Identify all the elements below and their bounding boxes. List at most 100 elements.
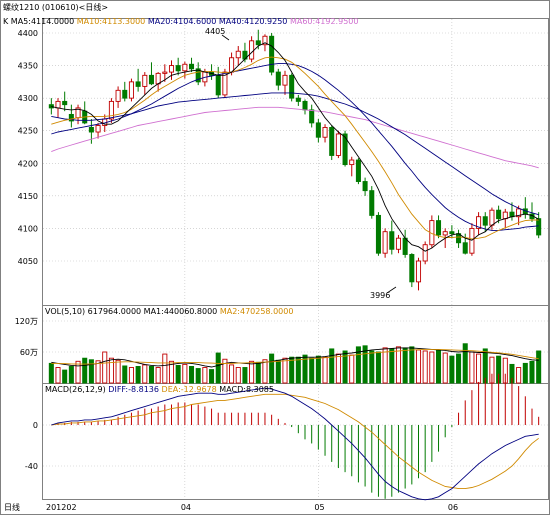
candle-body [415, 260, 422, 283]
candle-body [162, 71, 168, 74]
volume-bar [369, 350, 375, 384]
volume-bar [536, 350, 542, 384]
price-tick-label: 4200 [18, 159, 38, 168]
volume-bar [315, 355, 321, 384]
candle-body [62, 100, 68, 106]
candle-body [342, 133, 348, 166]
volume-bar [68, 366, 74, 384]
candle-body [489, 209, 495, 226]
candle-body [536, 218, 542, 236]
candle-body [229, 57, 235, 73]
volume-bar [516, 367, 522, 384]
volume-bar [102, 351, 108, 384]
candle-body [68, 113, 74, 122]
volume-bar [189, 366, 195, 384]
candle-body [295, 97, 301, 102]
volume-bar [322, 356, 328, 384]
volume-bar [382, 347, 388, 384]
candles [48, 29, 542, 291]
volume-bar [355, 346, 361, 384]
volume-bar [75, 360, 81, 384]
volume-bar [329, 348, 335, 384]
candle-body [476, 216, 482, 229]
volume-bar [269, 353, 275, 384]
volume-bar [409, 346, 415, 384]
candle-body [329, 127, 335, 156]
candle-body [189, 63, 195, 70]
macd-tick-label: 0 [33, 421, 38, 430]
price-tick-label: 4100 [18, 224, 38, 233]
candle-body [496, 209, 502, 220]
volume-bar [222, 358, 228, 384]
candle-body [282, 74, 288, 86]
candle-body [449, 231, 455, 235]
price-legend-item: MA40:4120.9250 [216, 17, 287, 26]
candle-body [175, 65, 181, 72]
macd-legend-item: MACD:8.3085 [217, 385, 274, 394]
price-legend-item: MA20:4104.6000 [145, 17, 216, 26]
volume-bar [309, 357, 315, 384]
candle-body [115, 89, 121, 102]
low-label: 3996 [370, 291, 390, 300]
candle-body [335, 133, 341, 156]
volume-bar [476, 353, 482, 384]
volume-bar [162, 353, 168, 384]
candle-body [88, 127, 94, 133]
volume-bar [122, 365, 128, 384]
candle-body [402, 237, 408, 255]
candle-body [516, 208, 522, 218]
candle-body [436, 220, 442, 236]
macd-legend: MACD(26,12,9) DIFF:-8.8136 DEA:-12.9678 … [45, 385, 274, 394]
candle-body [369, 190, 375, 216]
ma5-line [51, 42, 539, 252]
volume-bar [436, 349, 442, 384]
candle-body [442, 231, 448, 236]
ma10-line [51, 56, 539, 240]
volume-bar [48, 362, 54, 384]
candle-body [135, 81, 141, 87]
volume-bar [82, 357, 88, 384]
volume-bar [362, 345, 368, 384]
volume-bar [135, 366, 141, 384]
price-tick-label: 4300 [18, 94, 38, 103]
price-panel-frame [42, 18, 549, 306]
y-axis-labels: 4400 4350 4300 4250 4200 4150 4100 4050 120万 60万 0… [15, 29, 38, 471]
candle-body [55, 100, 61, 109]
x-tick-label: 06 [448, 503, 458, 512]
volume-legend-item: VOL(5,10) 617964.0000 [45, 307, 141, 316]
candle-body [422, 244, 428, 262]
volume-bar [429, 351, 435, 384]
candle-body [382, 231, 388, 254]
candle-body [195, 68, 201, 83]
x-axis-label: 日线 [4, 502, 20, 512]
price-tick-label: 4050 [18, 257, 38, 266]
candle-body [249, 40, 255, 60]
ma40-line [51, 92, 539, 216]
volume-tick-label: 60万 [20, 348, 38, 357]
macd-legend-item: DIFF:-8.8136 [106, 385, 159, 394]
x-tick-label: 201202 [46, 503, 77, 512]
price-tick-label: 4250 [18, 127, 38, 136]
candle-body [389, 231, 395, 250]
candle-body [168, 65, 175, 73]
volume-bar [335, 353, 341, 384]
volume-bar [249, 360, 255, 384]
volume-bar [175, 364, 181, 384]
high-label: 4405 [205, 27, 225, 36]
macd-tick-label: -40 [25, 462, 38, 471]
candle-body [122, 89, 128, 99]
volume-bar [229, 364, 235, 384]
candle-body [482, 216, 488, 226]
dea-line [51, 393, 539, 490]
candle-body [148, 74, 154, 85]
price-tick-label: 4350 [18, 62, 38, 71]
volume-bar [235, 367, 241, 384]
volume-bar [375, 351, 381, 384]
ma60-line [51, 106, 539, 169]
volume-bar [295, 356, 301, 384]
volume-bar [255, 361, 261, 384]
candle-body [302, 100, 308, 111]
candle-body [269, 35, 275, 73]
